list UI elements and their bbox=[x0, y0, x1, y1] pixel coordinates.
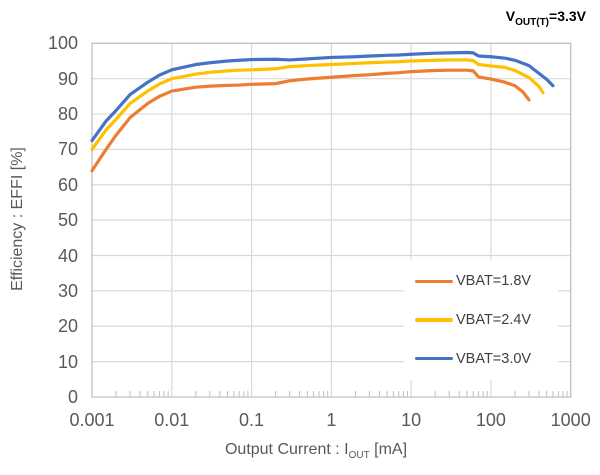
x-axis-title-sub: OUT bbox=[348, 450, 370, 462]
y-axis-title: Efficiency : EFFI [%] bbox=[9, 147, 26, 291]
x-tick-label: 10 bbox=[401, 410, 422, 430]
x-tick-label: 1000 bbox=[550, 410, 591, 430]
x-axis-title-post: [mA] bbox=[369, 441, 408, 458]
chart-legend: VBAT=1.8V VBAT=2.4V VBAT=3.0V bbox=[404, 260, 558, 380]
annotation-pre: V bbox=[505, 8, 516, 24]
annotation-sub: OUT(T) bbox=[515, 16, 550, 28]
y-tick-label: 80 bbox=[57, 104, 78, 125]
legend-swatch-vbat-1-8v bbox=[415, 279, 453, 284]
y-tick-label: 20 bbox=[57, 316, 78, 337]
x-tick-label: 0.001 bbox=[69, 410, 115, 430]
y-tick-label: 70 bbox=[57, 139, 78, 160]
legend-label-vbat-2-4v: VBAT=2.4V bbox=[456, 311, 532, 328]
x-tick-label: 0.1 bbox=[239, 410, 265, 430]
x-axis-title-pre: Output Current : I bbox=[224, 441, 349, 458]
x-tick-label: 100 bbox=[475, 410, 506, 430]
y-tick-label: 90 bbox=[57, 68, 78, 89]
legend-swatch-vbat-2-4v bbox=[415, 318, 453, 322]
series-line-vbat-1-8v bbox=[90, 68, 531, 173]
y-tick-label: 60 bbox=[57, 174, 78, 195]
y-tick-label: 10 bbox=[57, 351, 78, 372]
x-axis-title: Output Current : IOUT [mA] bbox=[92, 441, 540, 461]
y-tick-label: 0 bbox=[67, 387, 78, 407]
annotation-post: =3.3V bbox=[549, 8, 586, 24]
legend-swatch-vbat-3-0v bbox=[415, 356, 453, 361]
y-tick-label: 30 bbox=[57, 280, 78, 301]
series-line-vbat-2-4v bbox=[90, 58, 545, 152]
x-tick-label: 1 bbox=[326, 410, 337, 430]
legend-item-vbat-1-8v: VBAT=1.8V bbox=[404, 269, 558, 293]
series-line-vbat-3-0v bbox=[90, 50, 555, 143]
y-tick-label: 100 bbox=[47, 33, 78, 54]
legend-item-vbat-2-4v: VBAT=2.4V bbox=[404, 308, 558, 332]
y-tick-label: 50 bbox=[57, 210, 78, 231]
plot-border bbox=[91, 42, 572, 398]
y-tick-label: 40 bbox=[57, 245, 78, 266]
legend-label-vbat-1-8v: VBAT=1.8V bbox=[456, 273, 532, 290]
chart-annotation: VOUT(T)=3.3V bbox=[506, 8, 586, 28]
x-tick-label: 0.01 bbox=[154, 410, 190, 430]
legend-label-vbat-3-0v: VBAT=3.0V bbox=[456, 350, 532, 367]
legend-item-vbat-3-0v: VBAT=3.0V bbox=[404, 347, 558, 371]
